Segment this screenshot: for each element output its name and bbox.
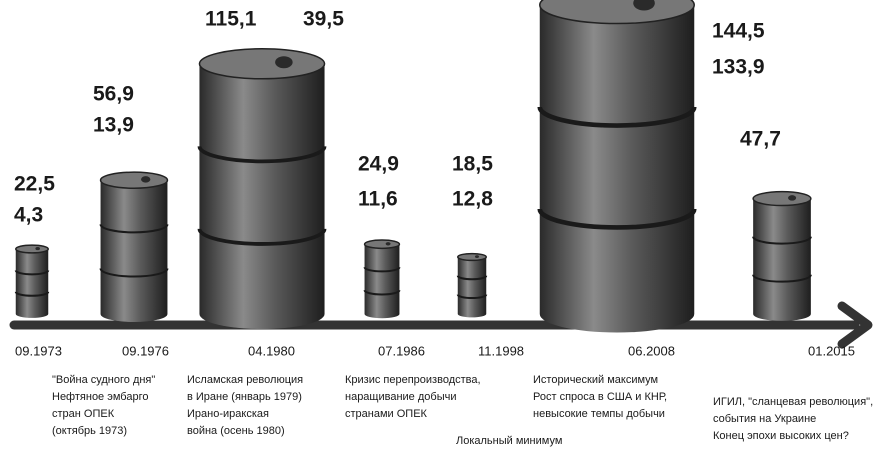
event-note: война (осень 1980)	[187, 425, 285, 437]
date-label: 07.1986	[378, 343, 425, 358]
barrel-rib	[99, 224, 169, 234]
barrel-body	[364, 244, 400, 319]
event-note: Исторический максимум	[533, 374, 658, 386]
event-note: Локальный минимум	[456, 435, 562, 447]
date-label: 09.1976	[122, 343, 169, 358]
barrel-top	[363, 239, 401, 250]
barrel-cap	[275, 56, 293, 69]
barrel-cap	[141, 176, 151, 183]
timeline	[9, 301, 873, 349]
barrel	[537, 0, 697, 333]
event-note: Конец эпохи высоких цен?	[713, 430, 849, 442]
value-label: 22,5	[14, 173, 55, 196]
value-label: 13,9	[93, 114, 134, 137]
barrel-rib	[99, 268, 169, 278]
barrel-top	[15, 244, 49, 254]
barrel-rib	[14, 270, 50, 276]
barrel-rib	[197, 146, 327, 164]
barrel-body	[100, 180, 168, 323]
value-label: 144,5	[712, 20, 765, 43]
date-label: 01.2015	[808, 343, 855, 358]
date-label: 06.2008	[628, 343, 675, 358]
value-label: 4,3	[14, 204, 43, 227]
barrel-body	[753, 198, 811, 321]
barrel-rib	[456, 275, 488, 281]
event-note: ИГИЛ, "сланцевая революция",	[713, 396, 873, 408]
event-note: в Иране (январь 1979)	[187, 391, 302, 403]
event-note: (октябрь 1973)	[52, 425, 127, 437]
event-note: наращивание добычи	[345, 391, 456, 403]
value-label: 18,5	[452, 153, 493, 176]
barrel-body	[199, 63, 325, 330]
barrel-cap	[385, 242, 391, 246]
barrel-body	[457, 257, 487, 318]
barrel-top	[457, 252, 487, 262]
event-note: стран ОПЕК	[52, 408, 115, 420]
barrel-body	[15, 249, 49, 318]
value-label: 47,7	[740, 128, 781, 151]
barrel-rib	[197, 228, 327, 246]
value-label: 115,1	[205, 8, 257, 31]
event-note: Кризис перепроизводства,	[345, 374, 481, 386]
value-label: 39,5	[303, 8, 344, 31]
event-note: невысокие темпы добычи	[533, 408, 665, 420]
date-label: 11.1998	[478, 343, 524, 358]
barrel-top	[99, 171, 169, 189]
value-label: 24,9	[358, 153, 399, 176]
event-note: Исламская революция	[187, 374, 303, 386]
event-note: "Война судного дня"	[52, 374, 155, 386]
value-label: 133,9	[712, 56, 765, 79]
barrel-cap	[633, 0, 655, 11]
barrel	[363, 239, 401, 319]
barrel	[752, 190, 812, 321]
barrel-cap	[35, 247, 40, 251]
date-label: 04.1980	[248, 343, 295, 358]
barrel-rib	[752, 274, 812, 283]
date-label: 09.1973	[15, 343, 62, 358]
event-note: Рост спроса в США и КНР,	[533, 391, 667, 403]
event-note: Ирано-иракская	[187, 408, 269, 420]
barrel-body	[539, 5, 695, 333]
value-label: 56,9	[93, 83, 134, 106]
barrel	[456, 252, 488, 318]
event-note: странами ОПЕК	[345, 408, 428, 420]
barrel-rib	[752, 236, 812, 245]
barrel	[99, 171, 169, 323]
barrel-rib	[363, 266, 401, 273]
value-label: 11,6	[358, 188, 398, 211]
barrel-top	[752, 190, 812, 207]
barrel-rib	[456, 294, 488, 300]
barrel-cap	[474, 255, 479, 259]
value-label: 12,8	[452, 188, 493, 211]
barrel-rib	[537, 106, 697, 128]
event-note: Нефтяное эмбарго	[52, 391, 148, 403]
barrel-rib	[537, 208, 697, 230]
barrel-cap	[788, 195, 797, 201]
barrel	[14, 244, 50, 318]
barrel-top	[198, 48, 326, 80]
barrel	[197, 48, 327, 330]
event-note: события на Украине	[713, 413, 816, 425]
barrel-top	[539, 0, 695, 25]
barrel-rib	[14, 291, 50, 297]
barrel-rib	[363, 289, 401, 296]
